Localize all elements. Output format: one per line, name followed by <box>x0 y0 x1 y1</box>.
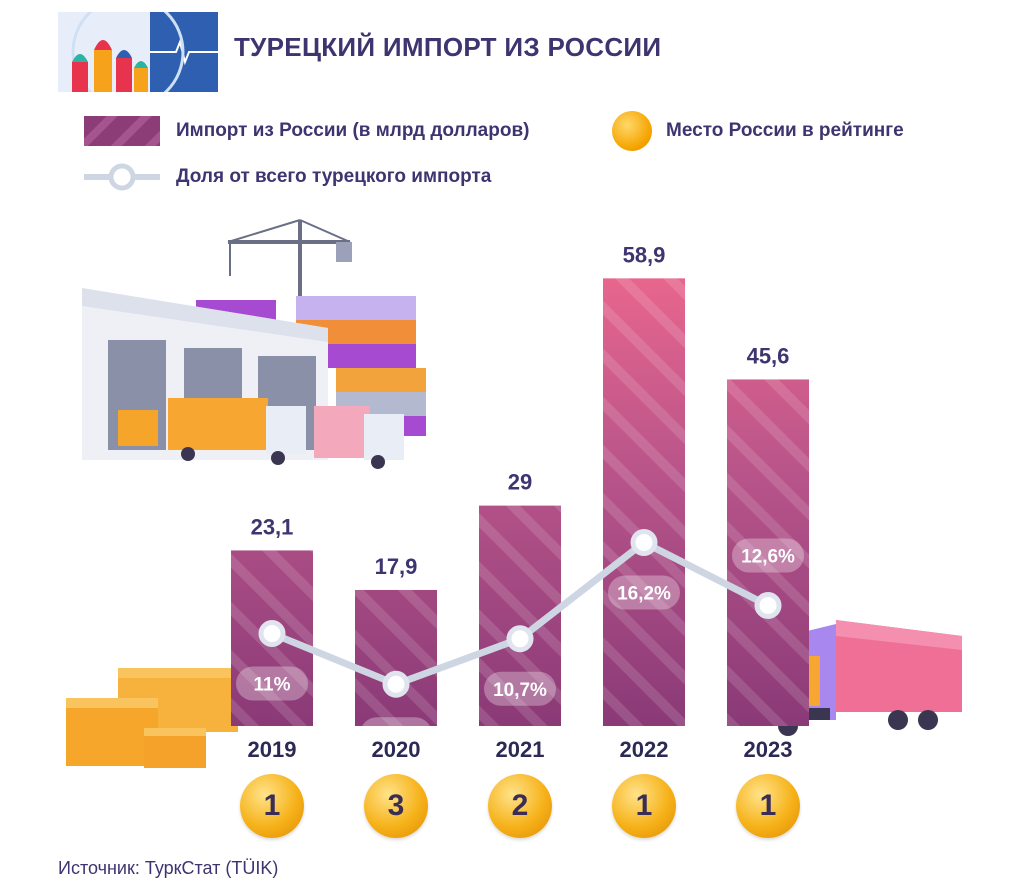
bar-value-label: 58,9 <box>623 242 666 267</box>
legend-line-swatch <box>84 163 160 191</box>
share-point-2023 <box>754 592 782 619</box>
page-title: ТУРЕЦКИЙ ИМПОРТ ИЗ РОССИИ <box>234 32 662 62</box>
year-label: 2023 <box>743 737 793 762</box>
bar-value-label: 45,6 <box>747 343 790 368</box>
warehouse-port-icon <box>82 219 426 469</box>
year-label: 2019 <box>247 737 297 762</box>
year-label: 2022 <box>619 737 669 762</box>
bar-value-label: 29 <box>508 470 532 495</box>
source-note: Источник: ТуркСтат (TÜIK) <box>58 858 279 878</box>
cardboard-boxes-icon <box>66 668 238 768</box>
share-value-label: 10,7% <box>493 680 547 701</box>
share-label-pill <box>484 671 556 706</box>
bar-value-label: 17,9 <box>375 554 418 579</box>
share-point-2020 <box>382 670 410 698</box>
share-value-label: 12,6% <box>741 547 795 568</box>
legend-rank-label: Место России в рейтинге <box>666 120 904 141</box>
year-label: 2020 <box>371 737 421 762</box>
share-point-2021 <box>506 625 534 653</box>
kremlin-logo-icon <box>58 12 218 92</box>
rank-coin: 1 <box>736 774 800 838</box>
share-value-label: 16,2% <box>617 584 671 605</box>
share-label-pill <box>360 717 432 752</box>
legend-share-label: Доля от всего турецкого импорта <box>176 166 492 187</box>
share-value-label: 11% <box>254 675 291 696</box>
share-label-pill <box>608 575 680 610</box>
share-point-2022 <box>630 529 658 556</box>
share-label-pill <box>732 538 804 573</box>
legend-coin-icon <box>612 111 652 151</box>
share-label-pill <box>236 666 308 701</box>
legend-imports: Импорт из России (в млрд долларов) <box>84 116 529 146</box>
bar-value-label: 23,1 <box>251 514 294 539</box>
share-value-label: 8,1% <box>374 725 417 746</box>
rank-coin: 3 <box>364 774 428 838</box>
year-label: 2021 <box>495 737 545 762</box>
bar-hatch-2022 <box>603 278 685 726</box>
rank-coin: 1 <box>240 774 304 838</box>
legend-imports-label: Импорт из России (в млрд долларов) <box>176 120 530 141</box>
legend-share: Доля от всего турецкого импорта <box>84 162 491 192</box>
rank-coin: 1 <box>612 774 676 838</box>
legend-rank: Место России в рейтинге <box>612 111 904 151</box>
legend-bar-swatch <box>84 116 160 146</box>
bar-hatch-2020 <box>355 589 437 726</box>
rank-coin: 2 <box>488 774 552 838</box>
share-point-2019 <box>258 620 286 647</box>
bar-hatch-2023 <box>727 379 809 726</box>
